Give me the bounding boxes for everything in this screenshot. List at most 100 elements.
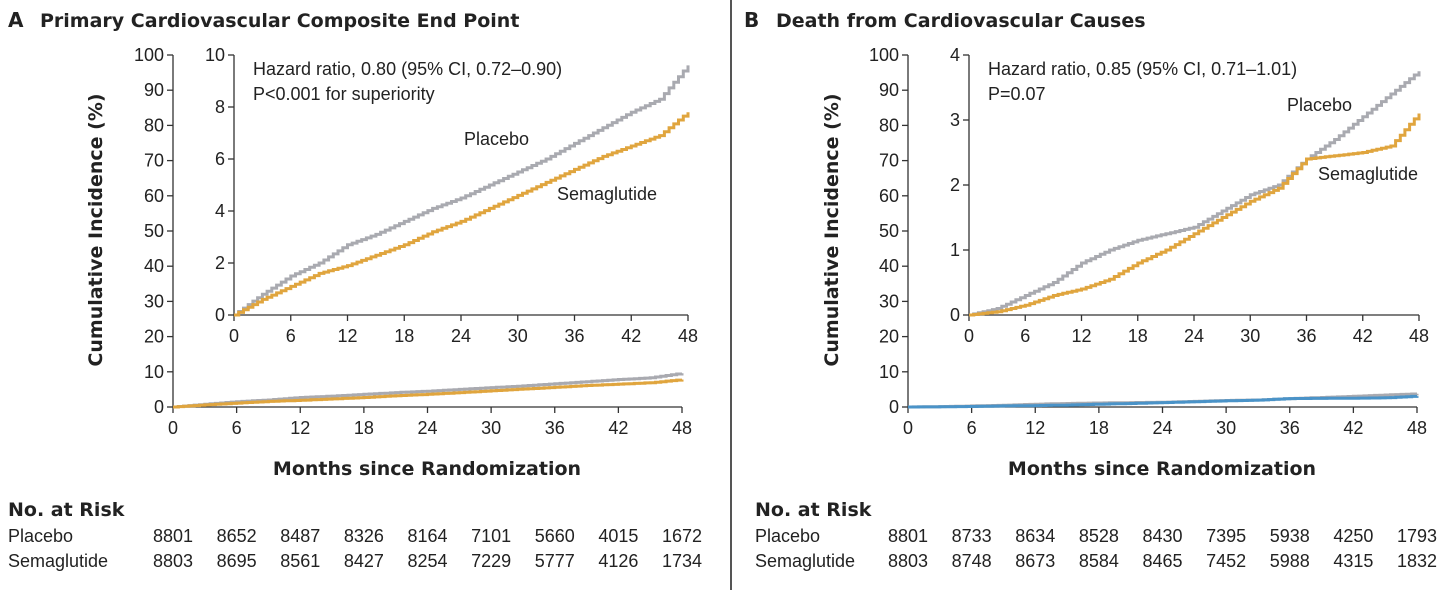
panel-b-placebo-label: Placebo	[1287, 95, 1352, 115]
panel-a-at-risk-cell: 8427	[344, 551, 384, 571]
panel-b-xlabel: Months since Randomization	[1008, 458, 1316, 480]
panel-b-main-x-tick-label: 36	[1280, 418, 1300, 438]
panel-a-at-risk-cell: 4015	[598, 526, 638, 546]
panel-b-main-x-tick-label: 6	[967, 418, 977, 438]
panel-a-at-risk-cell: 8487	[280, 526, 320, 546]
panel-a-main-y-tick-label: 60	[144, 186, 164, 206]
panel-a-inset-x-tick-label: 6	[286, 326, 296, 346]
panel-b-at-risk-cell: 8584	[1079, 551, 1119, 571]
panel-a-at-risk-cell: 4126	[598, 551, 638, 571]
panel-a-main-y-tick-label: 0	[154, 397, 164, 417]
panel-a-at-risk-cell: 8164	[407, 526, 447, 546]
panel-b-ylabel: Cumulative Incidence (%)	[821, 93, 843, 366]
panel-b-at-risk-cell: 4315	[1333, 551, 1373, 571]
panel-b-main-y-tick-label: 0	[889, 397, 899, 417]
panel-b-at-risk-cell: 5938	[1270, 526, 1310, 546]
panel-b-letter: B	[744, 8, 759, 32]
panel-b-at-risk-cell: 1793	[1397, 526, 1437, 546]
panel-b-at-risk-cell: 1832	[1397, 551, 1437, 571]
panel-a-inset-x-tick-label: 0	[229, 326, 239, 346]
panel-b-main-y-tick-label: 30	[879, 291, 899, 311]
panel-b-inset-line-semaglutide	[969, 113, 1421, 317]
panel-b-inset-x-tick-label: 24	[1184, 326, 1204, 346]
panel-b-main-x-tick-label: 12	[1025, 418, 1045, 438]
panel-a-inset-y-tick-label: 2	[215, 253, 225, 273]
panel-a-inset-y-tick-label: 8	[215, 97, 225, 117]
panel-a-hazard-ratio: Hazard ratio, 0.80 (95% CI, 0.72–0.90)	[253, 59, 562, 79]
panel-a-at-risk-table: No. at Risk Placebo 8801 8652 8487 8326 8164 71…	[8, 499, 702, 571]
panel-a-ylabel: Cumulative Incidence (%)	[85, 93, 107, 366]
panel-b-at-risk-cell: 4250	[1333, 526, 1373, 546]
panel-a-main-y-tick-label: 100	[134, 45, 164, 65]
panel-a-main-y-tick-label: 80	[144, 115, 164, 135]
panel-a-main-y-tick-label: 70	[144, 151, 164, 171]
panel-a-at-risk-heading: No. at Risk	[8, 499, 125, 521]
panel-a-xlabel: Months since Randomization	[273, 458, 581, 480]
panel-b-inset-x-tick-label: 6	[1020, 326, 1030, 346]
panel-b-hazard-ratio: Hazard ratio, 0.85 (95% CI, 0.71–1.01)	[988, 59, 1297, 79]
panel-b-main-y-tick-label: 70	[879, 151, 899, 171]
panel-b-at-risk-cell: 8803	[888, 551, 928, 571]
panel-b-at-risk-cell: 7395	[1206, 526, 1246, 546]
panel-a-main-x-tick-label: 30	[481, 418, 501, 438]
panel-a-main-x-tick-label: 42	[608, 418, 628, 438]
panel-b-inset-x-tick-label: 12	[1071, 326, 1091, 346]
panel-a-main-line-semaglutide	[173, 378, 684, 409]
panel-b-inset-x-tick-label: 48	[1409, 326, 1429, 346]
panel-a-inset-line-semaglutide	[234, 112, 690, 317]
panel-b-at-risk-cell: 8430	[1142, 526, 1182, 546]
panel-b-main-y-tick-label: 40	[879, 256, 899, 276]
panel-a-at-risk-cell: 1672	[662, 526, 702, 546]
panel-b-main-y-tick-label: 100	[869, 45, 899, 65]
panel-a-inset-x-tick-label: 30	[508, 326, 528, 346]
panel-a-at-risk-cell: 1734	[662, 551, 702, 571]
panel-a-at-risk-cell: 8561	[280, 551, 320, 571]
panel-b-at-risk-table: No. at Risk Placebo 8801 8733 8634 8528 8430 73…	[755, 499, 1437, 571]
panel-a-at-risk-row-label: Semaglutide	[8, 551, 108, 571]
panel-b-inset-y-tick-label: 4	[950, 45, 960, 65]
panel-a-inset-line-placebo	[234, 65, 690, 317]
panel-a-inset-y-tick-label: 0	[215, 305, 225, 325]
panel-b-at-risk-cell: 8801	[888, 526, 928, 546]
panel-b-inset-line-placebo	[969, 71, 1421, 317]
panel-b-inset-x-tick-label: 42	[1353, 326, 1373, 346]
panel-a-at-risk-cell: 5660	[535, 526, 575, 546]
panel-a-inset-x-tick-label: 18	[394, 326, 414, 346]
panel-a-inset-x-tick-label: 36	[564, 326, 584, 346]
panel-b-at-risk-cell: 8528	[1079, 526, 1119, 546]
panel-a-semaglutide-label: Semaglutide	[557, 184, 657, 204]
panel-b-main-x-tick-label: 18	[1089, 418, 1109, 438]
panel-b-at-risk-cell: 8465	[1142, 551, 1182, 571]
panel-b-title: Death from Cardiovascular Causes	[776, 10, 1146, 32]
panel-b-inset-x-tick-label: 0	[964, 326, 974, 346]
panel-b-main-line-semaglutide	[908, 394, 1419, 409]
panel-a-inset-x-tick-label: 48	[678, 326, 698, 346]
panel-a: A Primary Cardiovascular Composite End P…	[8, 8, 702, 571]
panel-a-inset-y-tick-label: 6	[215, 149, 225, 169]
panel-b-main-x-tick-label: 0	[903, 418, 913, 438]
panel-a-at-risk-cell: 8254	[407, 551, 447, 571]
panel-b-at-risk-cell: 5988	[1270, 551, 1310, 571]
panel-a-inset-x-tick-label: 24	[451, 326, 471, 346]
panel-b-main-y-tick-label: 60	[879, 186, 899, 206]
panel-a-inset-x-tick-label: 42	[621, 326, 641, 346]
panel-b-main-y-tick-label: 50	[879, 221, 899, 241]
panel-b-main-y-tick-label: 10	[879, 362, 899, 382]
panel-b-inset-y-tick-label: 0	[950, 305, 960, 325]
panel-a-main-y-tick-label: 40	[144, 256, 164, 276]
panel-a-inset-y-tick-label: 10	[205, 45, 225, 65]
panel-a-at-risk-cell: 7101	[471, 526, 511, 546]
panel-a-at-risk-cell: 8695	[217, 551, 257, 571]
panel-a-at-risk-cell: 7229	[471, 551, 511, 571]
panel-b-at-risk-row-label: Semaglutide	[755, 551, 855, 571]
panel-a-main-y-tick-label: 30	[144, 291, 164, 311]
panel-a-at-risk-cell: 8803	[153, 551, 193, 571]
panel-a-inset-y-tick-label: 4	[215, 201, 225, 221]
panel-b-at-risk-cell: 8733	[952, 526, 992, 546]
panel-b-main-x-tick-label: 30	[1216, 418, 1236, 438]
panel-a-main-x-tick-label: 24	[417, 418, 437, 438]
